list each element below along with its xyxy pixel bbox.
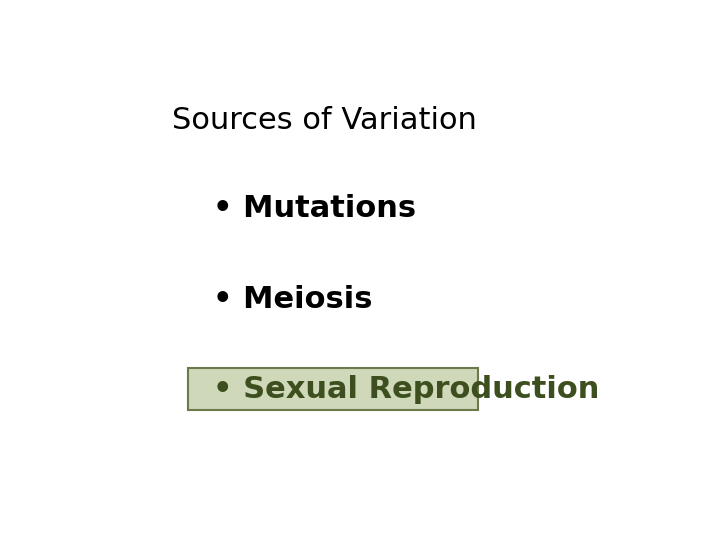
FancyBboxPatch shape — [188, 368, 478, 410]
Text: • Sexual Reproduction: • Sexual Reproduction — [213, 375, 599, 403]
Text: • Meiosis: • Meiosis — [213, 285, 372, 314]
Text: Sources of Variation: Sources of Variation — [172, 106, 477, 136]
Text: • Mutations: • Mutations — [213, 194, 416, 223]
